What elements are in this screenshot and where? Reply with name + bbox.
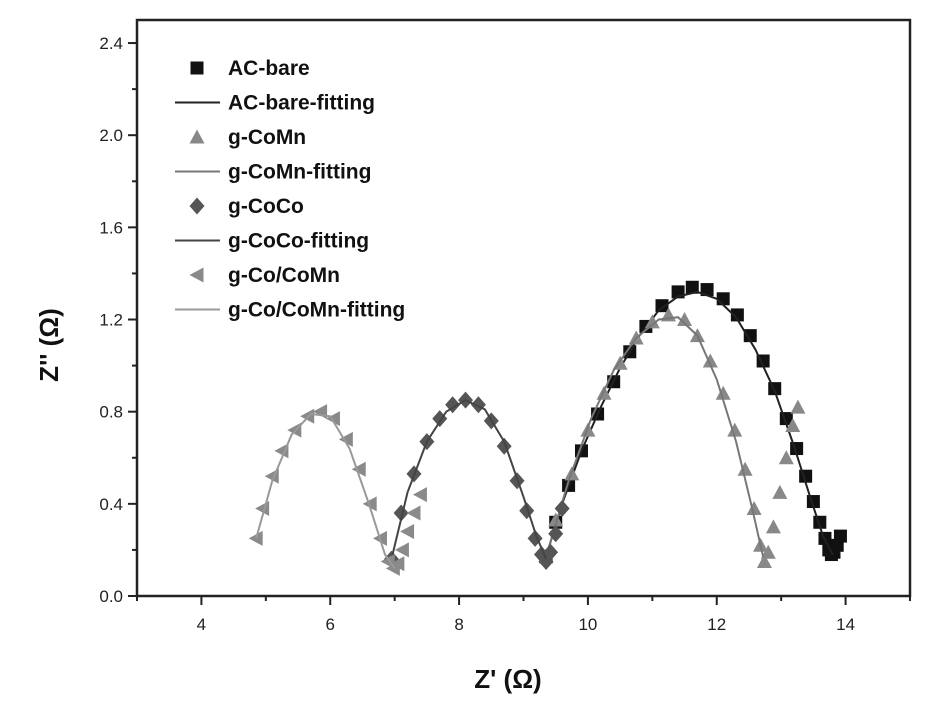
y-tick-label: 0.0: [99, 587, 123, 606]
g-coco-point: [393, 504, 409, 522]
legend-label-g-comn: g-CoMn: [228, 126, 306, 149]
g-co-comn-point: [338, 431, 353, 447]
series-ac-bare-fitting: [545, 290, 834, 558]
g-comn-point: [760, 544, 776, 559]
g-co-comn-point: [351, 461, 366, 477]
y-tick-label: 1.6: [99, 218, 123, 237]
g-co-comn-point: [300, 408, 315, 424]
x-axis-title: Z' (Ω): [474, 664, 541, 694]
g-comn-point: [715, 385, 731, 400]
series-g-comn-fitting: [545, 316, 765, 558]
g-co-comn-point: [390, 556, 405, 572]
x-tick-label: 8: [454, 615, 463, 634]
g-comn-point: [548, 512, 564, 527]
g-co-comn-fitting-line: [255, 412, 396, 569]
g-comn-point: [644, 314, 660, 329]
series-g-co-comn-fitting: [255, 412, 396, 569]
g-comn-point: [772, 484, 788, 499]
g-coco-point: [543, 543, 559, 561]
g-comn-point: [727, 422, 743, 437]
legend-swatch-g-coco: [189, 197, 205, 215]
plot-area: [248, 280, 847, 576]
y-tick-label: 2.0: [99, 126, 123, 145]
g-comn-point: [702, 353, 718, 368]
ac-bare-point: [833, 529, 847, 543]
x-tick-label: 6: [326, 615, 335, 634]
x-tick-label: 12: [707, 615, 726, 634]
g-coco-point: [554, 499, 570, 517]
g-comn-point: [778, 450, 794, 465]
y-axis-title: Z'' (Ω): [34, 308, 64, 382]
x-tick-label: 10: [578, 615, 597, 634]
legend-label-g-coco-fitting: g-CoCo-fitting: [228, 230, 369, 253]
ac-bare-point: [730, 308, 744, 322]
g-comn-point: [677, 312, 693, 327]
g-comn-point: [785, 418, 801, 433]
plot-frame: [135, 18, 912, 598]
y-tick-label: 2.4: [99, 34, 123, 53]
g-co-comn-point: [412, 487, 427, 503]
legend-label-g-coco: g-CoCo: [228, 195, 304, 218]
legend-label-g-co-comn: g-Co/CoMn: [228, 264, 340, 287]
legend-swatch-ac-bare: [190, 61, 204, 75]
g-co-comn-point: [274, 443, 289, 459]
legend: AC-bare AC-bare-fitting g-CoMn g-CoMn-fitti…: [175, 57, 405, 322]
legend-label-g-co-comn-fitting: g-Co/CoMn-fitting: [228, 299, 405, 322]
y-tick-label: 0.4: [99, 495, 123, 514]
ac-bare-point: [655, 299, 669, 313]
g-co-comn-point: [287, 422, 302, 438]
g-co-comn-point: [406, 505, 421, 521]
legend-label-ac-bare: AC-bare: [228, 57, 310, 80]
g-comn-fitting-line: [545, 316, 765, 558]
ac-bare-point: [685, 280, 699, 294]
ac-bare-point: [743, 329, 757, 343]
g-co-comn-point: [325, 411, 340, 427]
x-tick-label: 4: [197, 615, 206, 634]
g-co-comn-point: [248, 530, 263, 546]
ac-bare-point: [716, 292, 730, 306]
y-tick-label: 1.2: [99, 311, 123, 330]
g-co-comn-point: [400, 523, 415, 539]
ac-bare-fitting-line: [545, 290, 834, 558]
g-co-comn-point: [394, 542, 409, 558]
y-tick-label: 0.8: [99, 403, 123, 422]
g-coco-point: [548, 525, 564, 543]
legend-label-ac-bare-fitting: AC-bare-fitting: [228, 92, 375, 115]
g-comn-point: [756, 553, 772, 568]
g-co-comn-point: [380, 553, 395, 569]
tick-labels: 4 6 8 10 12 14 0.0 0.4 0.8 1.2 1.6 2.0 2.4: [99, 34, 855, 634]
x-tick-label: 14: [836, 615, 855, 634]
legend-label-g-comn-fitting: g-CoMn-fitting: [228, 161, 371, 184]
axis-ticks: [128, 42, 911, 605]
ac-bare-point: [700, 283, 714, 297]
g-comn-point: [737, 461, 753, 476]
g-comn-point: [790, 399, 806, 414]
g-coco-fitting-line: [390, 399, 547, 560]
legend-swatch-g-co-comn: [189, 267, 204, 283]
g-comn-point: [765, 519, 781, 534]
series-g-coco-fitting: [390, 399, 547, 560]
legend-swatch-g-comn: [189, 129, 205, 144]
g-comn-point: [746, 500, 762, 515]
